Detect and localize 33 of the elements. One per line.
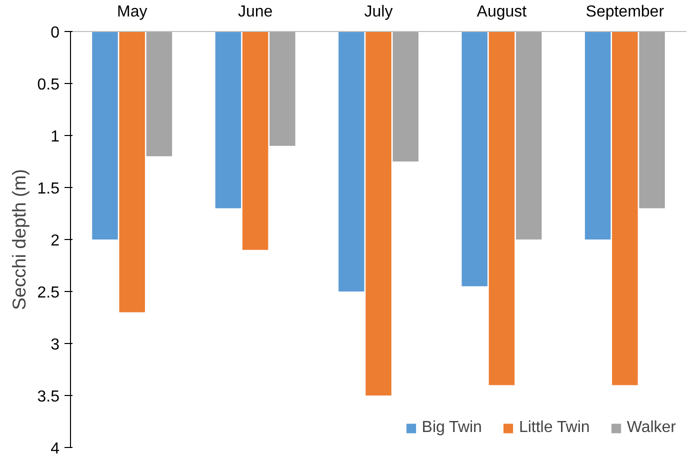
y-tick-label: 1.5: [37, 180, 60, 198]
bar: [92, 32, 118, 240]
x-tick-label: July: [364, 4, 393, 20]
y-tick-label: 2: [50, 232, 60, 250]
x-tick-label: May: [116, 4, 148, 20]
bar: [215, 32, 242, 208]
x-tick-label: September: [586, 4, 665, 20]
bar: [639, 32, 665, 208]
y-tick-label: 0: [50, 24, 60, 42]
y-tick-label: 1: [50, 128, 60, 146]
bar: [612, 32, 638, 386]
y-tick-label: 3: [50, 336, 60, 354]
y-tick-label: 2.5: [37, 284, 60, 302]
bar: [338, 32, 364, 292]
y-axis-title: Secchi depth (m): [8, 168, 30, 310]
bar: [366, 32, 392, 396]
legend-label: Walker: [626, 419, 676, 437]
y-tick-label: 3.5: [37, 388, 60, 406]
bar: [392, 32, 418, 162]
bar: [119, 32, 145, 312]
bar: [270, 32, 296, 146]
bar: [146, 32, 172, 156]
bar: [462, 32, 488, 286]
x-tick-label: August: [476, 4, 528, 20]
bar: [516, 32, 542, 240]
bar: [488, 32, 515, 386]
bar: [242, 32, 268, 250]
bar: [584, 32, 611, 240]
y-tick-label: 0.5: [37, 76, 60, 94]
y-tick-label: 4: [50, 440, 60, 457]
legend-label: Little Twin: [518, 419, 590, 437]
legend-label: Big Twin: [422, 419, 482, 437]
x-tick-label: June: [238, 4, 273, 20]
